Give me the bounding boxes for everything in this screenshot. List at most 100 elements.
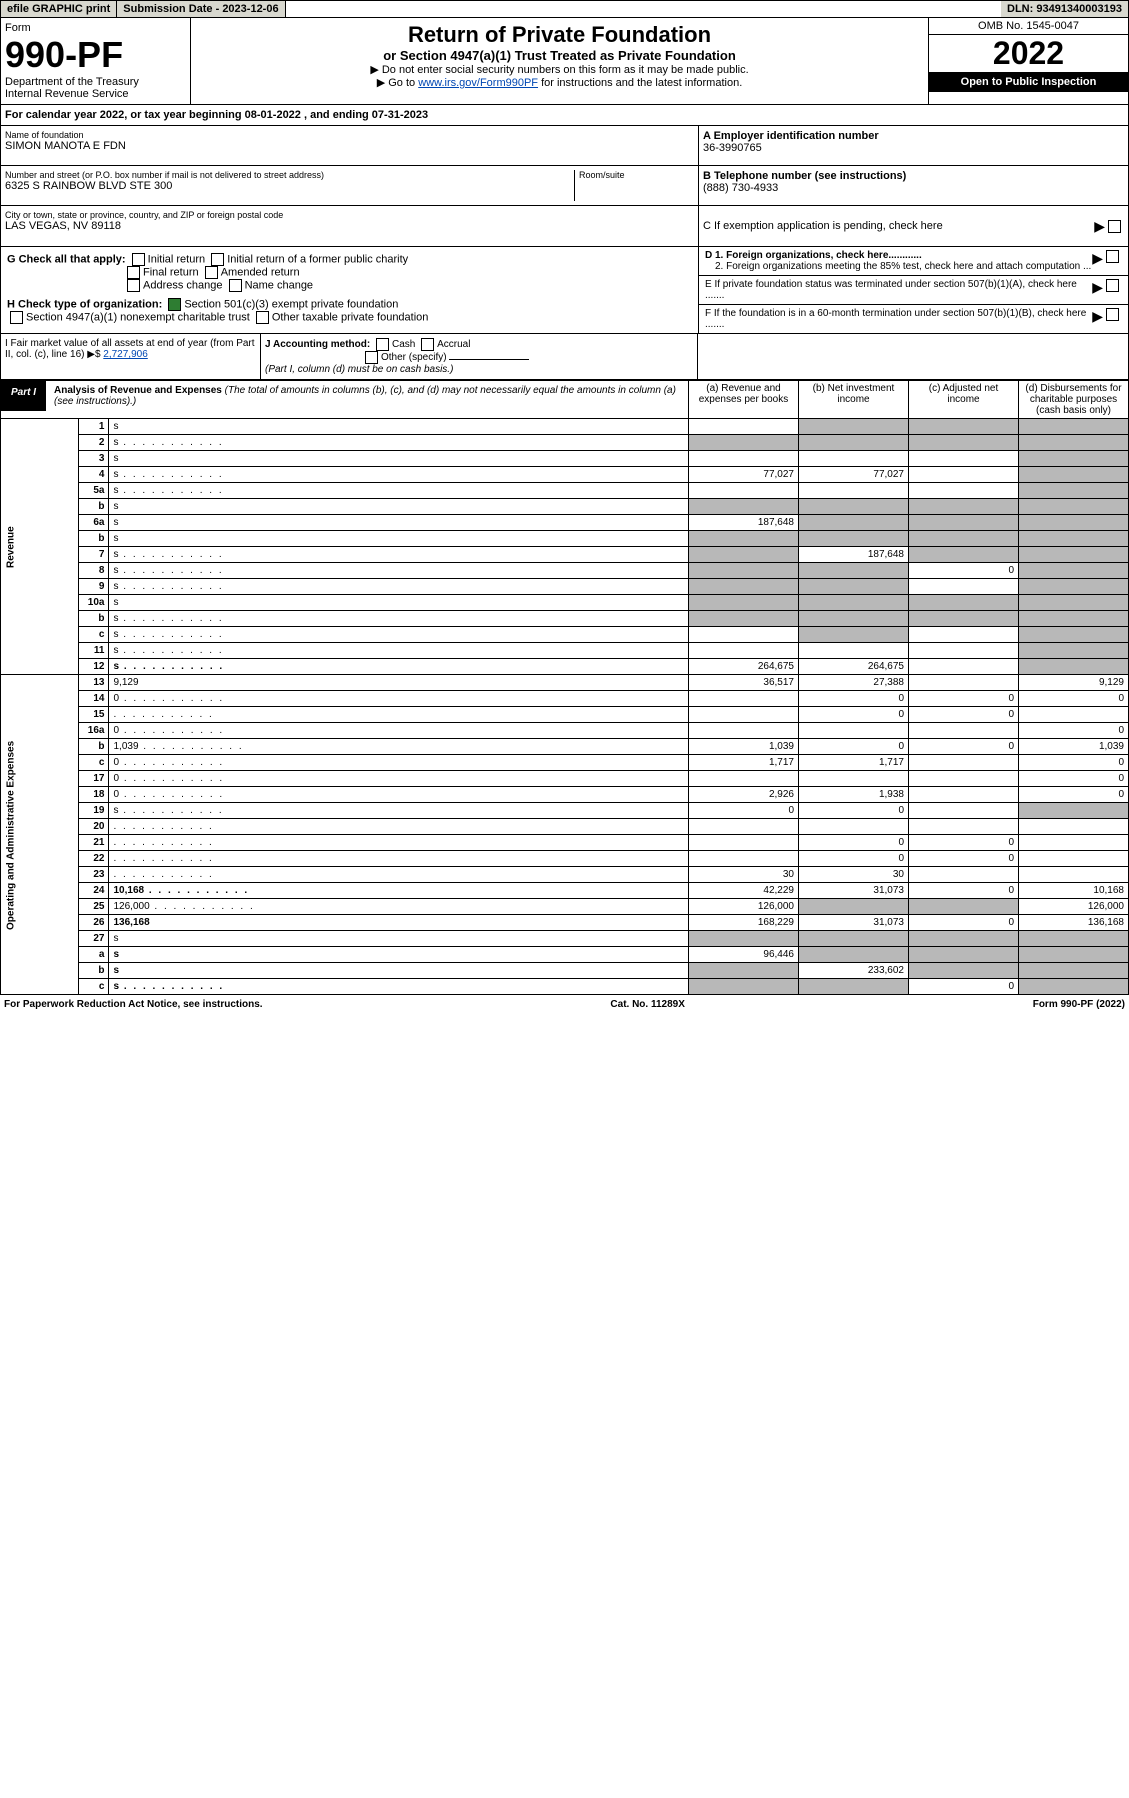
cell (909, 675, 1019, 691)
cell: 0 (799, 851, 909, 867)
table-row: 233030 (1, 867, 1129, 883)
table-row: 9s (1, 579, 1129, 595)
checkbox-checked[interactable] (168, 298, 181, 311)
cell (909, 819, 1019, 835)
cell: 136,168 (1019, 915, 1129, 931)
cell: 0 (799, 707, 909, 723)
line-number: b (79, 963, 109, 979)
side-expenses: Operating and Administrative Expenses (1, 675, 79, 995)
cell (909, 659, 1019, 675)
cell (909, 931, 1019, 947)
cell (689, 483, 799, 499)
cell (799, 419, 909, 435)
cell (909, 643, 1019, 659)
calendar-year: For calendar year 2022, or tax year begi… (0, 105, 1129, 126)
line-number: 6a (79, 515, 109, 531)
table-row: 1500 (1, 707, 1129, 723)
cell (909, 435, 1019, 451)
cell (799, 643, 909, 659)
table-row: 12s264,675264,675 (1, 659, 1129, 675)
cell: 0 (1019, 691, 1129, 707)
line-number: 7 (79, 547, 109, 563)
cell (799, 819, 909, 835)
cell (909, 611, 1019, 627)
cell (689, 771, 799, 787)
line-number: 4 (79, 467, 109, 483)
footer: For Paperwork Reduction Act Notice, see … (0, 995, 1129, 1014)
line-number: 27 (79, 931, 109, 947)
cell: 30 (799, 867, 909, 883)
cell (689, 499, 799, 515)
cell: 168,229 (689, 915, 799, 931)
checkbox[interactable] (1108, 220, 1121, 233)
line-number: c (79, 755, 109, 771)
line-desc: s (109, 419, 689, 435)
cell: 31,073 (799, 915, 909, 931)
line-number: b (79, 531, 109, 547)
cell (689, 627, 799, 643)
fmv-link[interactable]: 2,727,906 (103, 349, 148, 360)
line-desc: s (109, 659, 689, 675)
line-desc: 0 (109, 723, 689, 739)
tax-year: 2022 (929, 35, 1128, 72)
omb-number: OMB No. 1545-0047 (929, 18, 1128, 35)
cell: 0 (1019, 771, 1129, 787)
cell (689, 595, 799, 611)
table-row: 27s (1, 931, 1129, 947)
cell (689, 707, 799, 723)
line-number: c (79, 627, 109, 643)
cell (1019, 467, 1129, 483)
line-number: 12 (79, 659, 109, 675)
cell: 0 (799, 739, 909, 755)
col-a: (a) Revenue and expenses per books (689, 381, 799, 419)
f-block: F If the foundation is in a 60-month ter… (699, 305, 1128, 333)
top-bar: efile GRAPHIC print Submission Date - 20… (0, 0, 1129, 18)
line-number: 19 (79, 803, 109, 819)
line-desc: 0 (109, 787, 689, 803)
table-row: 11s (1, 643, 1129, 659)
cell (1019, 851, 1129, 867)
table-row: 4s77,02777,027 (1, 467, 1129, 483)
cell (1019, 867, 1129, 883)
cell (799, 515, 909, 531)
irs-link[interactable]: www.irs.gov/Form990PF (418, 77, 538, 89)
cell: 0 (799, 803, 909, 819)
line-desc: s (109, 803, 689, 819)
table-row: 26136,168168,22931,0730136,168 (1, 915, 1129, 931)
line-desc: s (109, 963, 689, 979)
cell: 1,717 (799, 755, 909, 771)
line-desc: s (109, 499, 689, 515)
city-block: City or town, state or province, country… (1, 206, 698, 246)
cell (1019, 819, 1129, 835)
cell (689, 563, 799, 579)
table-row: 20 (1, 819, 1129, 835)
line-number: 5a (79, 483, 109, 499)
line-number: 24 (79, 883, 109, 899)
cell (909, 947, 1019, 963)
table-row: 5as (1, 483, 1129, 499)
line-number: c (79, 979, 109, 995)
line-desc: s (109, 467, 689, 483)
cell (909, 547, 1019, 563)
cell (1019, 515, 1129, 531)
tel-block: B Telephone number (see instructions) (8… (699, 166, 1128, 206)
line-number: 3 (79, 451, 109, 467)
table-row: 16a00 (1, 723, 1129, 739)
line-number: 10a (79, 595, 109, 611)
cell: 9,129 (1019, 675, 1129, 691)
cell (909, 419, 1019, 435)
cell (909, 787, 1019, 803)
line-desc: s (109, 979, 689, 995)
side-revenue: Revenue (1, 419, 79, 675)
table-row: 140000 (1, 691, 1129, 707)
table-row: 7s187,648 (1, 547, 1129, 563)
cell (689, 931, 799, 947)
cell: 264,675 (689, 659, 799, 675)
cell (909, 723, 1019, 739)
line-number: 25 (79, 899, 109, 915)
line-desc: s (109, 611, 689, 627)
h-row: H Check type of organization: Section 50… (7, 298, 692, 324)
cell (799, 579, 909, 595)
cell (1019, 579, 1129, 595)
cell (1019, 531, 1129, 547)
